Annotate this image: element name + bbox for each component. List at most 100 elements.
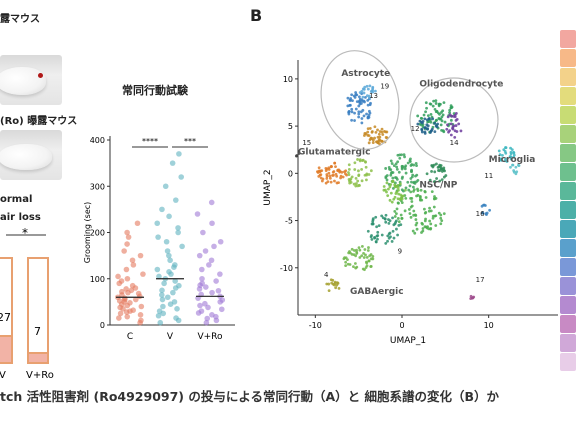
data-point [166,269,172,275]
umap-cell [402,153,406,157]
umap-cell [350,107,354,111]
umap-cell [350,110,354,114]
umap-cell [356,179,360,183]
umap-cell [501,153,504,157]
umap-cell [377,224,381,228]
umap-cell [429,112,433,116]
legend-swatch [560,182,576,200]
data-point [199,266,205,273]
umap-cell [344,264,348,268]
umap-cell [389,173,393,177]
data-point [173,315,179,321]
umap-cell [411,185,415,189]
umap-cell [449,118,453,122]
umap-cell [446,115,450,119]
umap-cell [353,262,357,265]
umap-cell [357,246,361,250]
umap-cell [400,201,404,204]
umap-cell [335,283,339,287]
umap-cell [389,159,393,163]
data-point [159,287,165,294]
umap-cell [454,124,458,127]
umap-cell [410,204,414,208]
umap-cell [387,236,391,240]
umap-cell [349,180,353,184]
umap-cell [416,122,420,126]
y-tick-label: 100 [90,275,105,284]
umap-cell [400,217,404,220]
umap-cell [423,130,427,134]
umap-cell [355,248,358,252]
umap-cell [499,157,503,161]
cluster-label: Glutamatergic [298,147,370,157]
umap-cell [509,157,513,161]
umap-cell [406,161,410,165]
umap-cell [453,129,457,133]
y-tick-label: 400 [90,136,105,145]
umap-cell [451,125,455,129]
umap-cell [412,209,416,213]
data-point [208,199,215,206]
umap-cell [337,286,341,290]
umap-cell [443,120,447,124]
data-point [205,304,211,311]
umap-cell [425,118,429,122]
data-point [209,312,215,318]
umap-cell [439,222,443,226]
umap-cell [373,125,377,129]
umap-cell [442,101,446,105]
umap-cell [430,190,434,194]
umap-cell [510,148,514,152]
umap-cell [359,102,363,105]
umap-cell [350,247,354,251]
umap-cell [434,102,438,105]
legend-swatch [560,106,576,124]
legend-swatch [560,220,576,238]
bar-v-top [0,257,13,337]
data-point [138,303,145,310]
umap-cell [370,130,374,133]
umap-cell [448,113,452,117]
umap-cell [347,110,351,113]
umap-cell [446,123,449,127]
umap-cell [399,197,403,200]
data-point [170,289,176,296]
data-point [208,257,215,264]
umap-cell [376,128,379,132]
umap-cell [434,110,438,114]
y-axis-label: Grooming (sec) [83,202,92,264]
data-point [157,319,164,326]
umap-cell [415,164,418,168]
umap-cell [509,165,512,169]
umap-cell [424,196,428,199]
data-point [179,243,185,250]
x-tick-label: V+Ro [197,332,223,342]
sig-label: *** [184,137,196,146]
umap-cell [366,229,370,233]
umap-cell [371,217,375,221]
umap-cell [331,174,334,177]
umap-cell [403,209,407,213]
data-point [206,262,212,268]
umap-cell [395,168,399,171]
umap-cell [393,222,397,226]
umap-cell [401,175,404,179]
data-point [137,252,144,259]
umap-cell [385,178,389,182]
umap-cell [327,171,331,175]
umap-cell [329,165,333,169]
umap-cell [365,172,369,176]
umap-cell [365,112,368,116]
umap-cell [377,132,381,136]
umap-cell [418,195,422,198]
umap-cell [410,200,414,203]
umap-cell [347,173,351,177]
umap-cell [424,101,428,105]
cluster-color-legend [560,30,576,380]
umap-cell [422,207,426,211]
data-point [213,278,219,284]
umap-cell [358,91,362,94]
data-point [171,299,178,305]
umap-cell [357,100,361,103]
data-point [159,296,166,303]
